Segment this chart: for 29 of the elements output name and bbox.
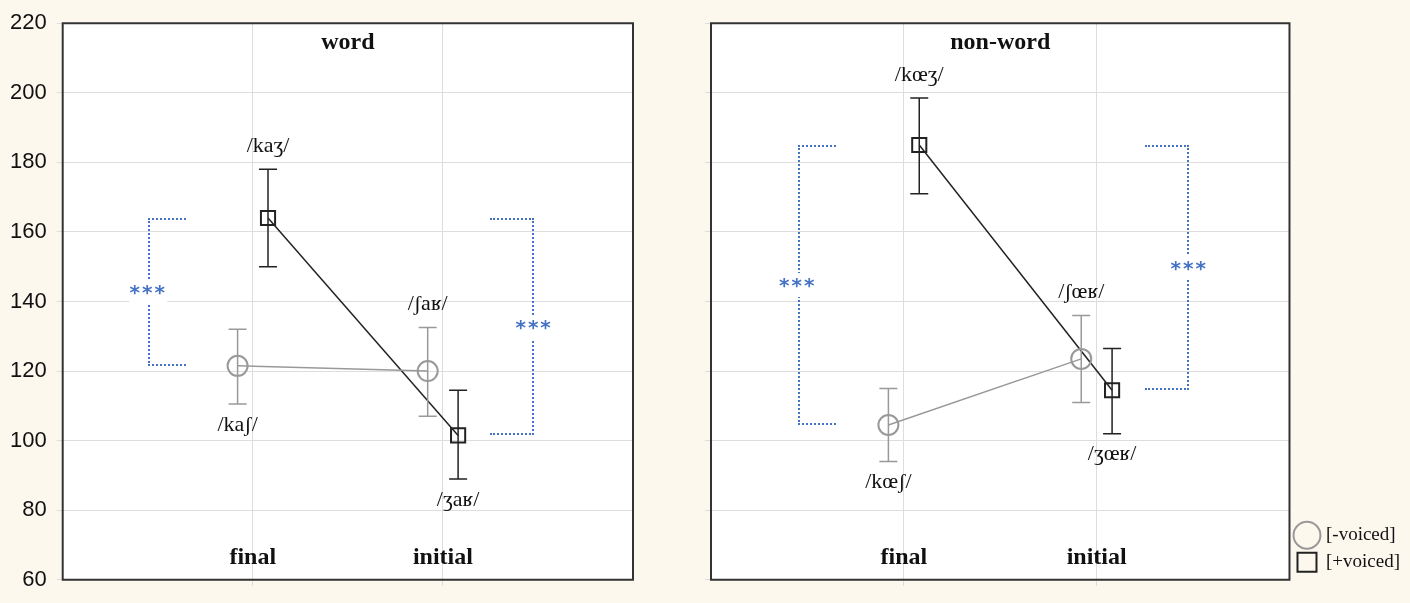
x-tick-label: initial <box>1066 543 1127 570</box>
annotation: /kœʒ/ <box>894 60 945 86</box>
legend-label: [-voiced] <box>1325 523 1396 545</box>
y-tick-label: 140 <box>9 287 47 313</box>
annotation: /kaʃ/ <box>217 410 259 436</box>
y-tick-label: 80 <box>22 496 47 522</box>
x-tick-label: initial <box>412 543 474 570</box>
annotation: *** <box>515 314 553 339</box>
y-tick-label: 60 <box>22 565 47 591</box>
y-tick-label: 180 <box>9 148 47 174</box>
x-tick-label: final <box>880 543 928 570</box>
annotation: /kœʃ/ <box>865 468 913 494</box>
chart-title: non-word <box>950 28 1051 55</box>
legend-label: [+voiced] <box>1325 550 1400 572</box>
annotation: /ʒaʁ/ <box>436 485 481 511</box>
annotation: /ʃaʁ/ <box>407 290 449 316</box>
annotation: *** <box>779 272 817 297</box>
annotation: *** <box>129 279 167 304</box>
y-tick-label: 160 <box>9 217 47 243</box>
annotation: /ʒœʁ/ <box>1087 440 1138 466</box>
annotation: /kaʒ/ <box>246 132 291 158</box>
y-tick-label: 120 <box>9 357 47 383</box>
annotation: /ʃœʁ/ <box>1058 278 1106 304</box>
y-tick-label: 200 <box>9 78 47 104</box>
y-tick-label: 100 <box>9 426 47 452</box>
chart-title: word <box>321 28 376 55</box>
annotation: *** <box>1170 255 1208 280</box>
y-tick-label: 220 <box>9 9 47 35</box>
x-tick-label: final <box>229 543 277 570</box>
